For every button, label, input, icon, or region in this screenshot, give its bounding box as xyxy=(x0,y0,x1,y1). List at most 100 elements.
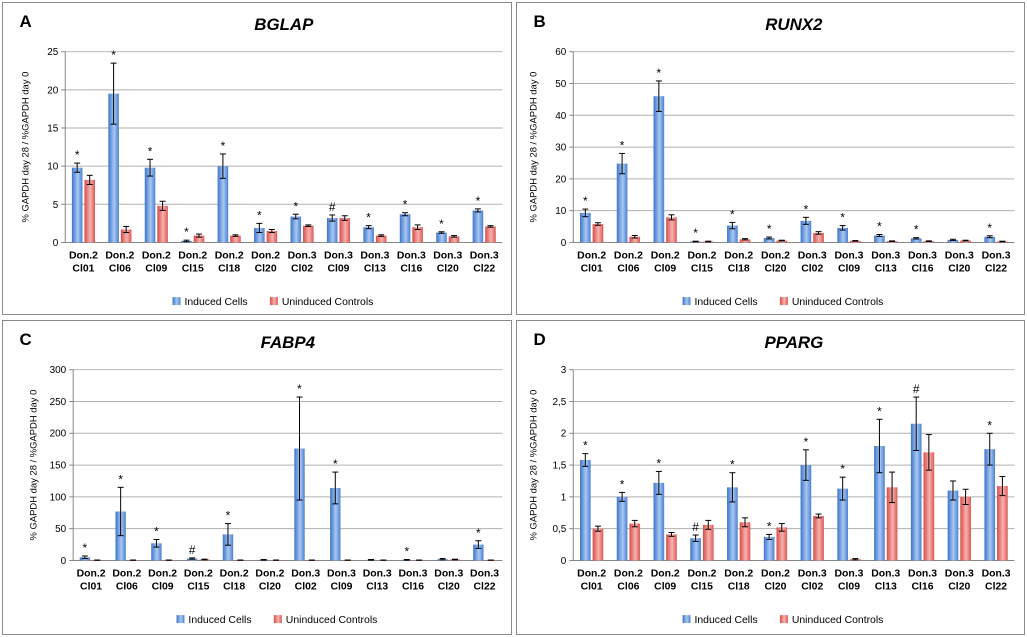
category-label: Don.2 xyxy=(77,568,106,579)
y-tick-label: 300 xyxy=(50,365,67,376)
y-tick-label: 0 xyxy=(561,556,567,567)
category-label: Cl06 xyxy=(617,581,639,592)
y-tick-label: 30 xyxy=(555,143,567,154)
induced-bar xyxy=(108,93,119,243)
legend-label-uninduced: Uninduced Controls xyxy=(286,615,378,626)
category-label: Don.2 xyxy=(251,250,280,261)
category-label: Cl15 xyxy=(182,263,204,274)
category-label: Cl18 xyxy=(728,581,750,592)
uninduced-bar xyxy=(776,240,788,243)
significance-marker: * xyxy=(111,48,116,62)
significance-marker: * xyxy=(226,509,231,523)
chart-c: C FABP4 % GAPDH day 28 / %GAPDH day 0 0 50 10… xyxy=(20,330,503,626)
legend-swatch-induced xyxy=(682,297,691,306)
category-label: Don.2 xyxy=(142,250,171,261)
significance-marker: * xyxy=(154,525,159,539)
significance-marker: * xyxy=(83,541,88,555)
significance-marker: * xyxy=(366,211,371,225)
induced-bar xyxy=(294,448,305,561)
category-label: Don.3 xyxy=(291,568,320,579)
y-tick-label: 0,5 xyxy=(553,524,567,535)
y-tick-label: 0 xyxy=(61,556,67,567)
induced-bar xyxy=(71,167,83,243)
panel-letter: C xyxy=(20,330,32,349)
category-label: Cl06 xyxy=(617,263,639,274)
significance-marker: * xyxy=(293,199,298,213)
significance-marker: * xyxy=(476,194,481,208)
y-axis-label: % GAPDH day 28 / %GAPDH day 0 xyxy=(27,390,38,541)
category-label: Don.3 xyxy=(982,250,1011,261)
induced-bar xyxy=(399,214,411,243)
category-label: Don.2 xyxy=(687,568,716,579)
induced-bar xyxy=(910,238,922,243)
legend-label-uninduced: Uninduced Controls xyxy=(792,297,884,308)
y-tick-label: 150 xyxy=(50,461,67,472)
category-label: Cl02 xyxy=(291,263,313,274)
induced-bar xyxy=(763,536,775,561)
significance-marker: # xyxy=(692,520,699,534)
uninduced-bar xyxy=(997,486,1008,561)
uninduced-bar xyxy=(120,229,132,243)
significance-marker: * xyxy=(877,404,882,418)
y-tick-label: 100 xyxy=(50,492,67,503)
category-label: Cl22 xyxy=(985,263,1007,274)
category-label: Don.2 xyxy=(761,568,790,579)
induced-bar xyxy=(947,239,959,243)
category-label: Cl20 xyxy=(259,581,281,592)
category-label: Cl01 xyxy=(80,581,102,592)
legend-swatch-induced xyxy=(176,615,185,624)
category-label: Don.3 xyxy=(434,568,463,579)
induced-bar xyxy=(800,220,812,243)
chart-d: D PPARG % GAPDH day 28 / %GAPDH day 0 0 0,5 1… xyxy=(527,330,1015,626)
significance-marker: * xyxy=(693,226,698,240)
y-tick-label: 5 xyxy=(53,200,59,211)
uninduced-bar xyxy=(960,496,971,561)
significance-marker: * xyxy=(583,439,588,453)
category-label: Don.3 xyxy=(363,568,392,579)
uninduced-bar xyxy=(303,225,314,243)
category-label: Don.3 xyxy=(470,568,499,579)
category-label: Don.2 xyxy=(724,250,753,261)
uninduced-bar xyxy=(776,527,788,561)
significance-marker: * xyxy=(620,477,625,491)
significance-marker: * xyxy=(877,220,882,234)
category-label: Don.3 xyxy=(433,250,462,261)
category-label: Cl15 xyxy=(691,581,713,592)
uninduced-bar xyxy=(592,528,604,561)
induced-bar xyxy=(984,236,996,243)
category-label: Don.3 xyxy=(908,250,937,261)
significance-marker: * xyxy=(405,545,410,559)
category-label: Don.3 xyxy=(835,250,864,261)
uninduced-bar xyxy=(629,523,641,561)
significance-marker: * xyxy=(657,456,662,470)
significance-marker: * xyxy=(767,222,772,236)
uninduced-bar xyxy=(666,217,677,243)
panel-letter: D xyxy=(534,330,546,349)
category-label: Cl18 xyxy=(223,581,245,592)
uninduced-bar xyxy=(702,524,714,561)
category-label: Don.2 xyxy=(112,568,141,579)
induced-bar xyxy=(473,544,484,561)
category-label: Cl09 xyxy=(145,263,167,274)
legend-label-induced: Induced Cells xyxy=(694,615,757,626)
y-tick-label: 40 xyxy=(555,111,567,122)
panel-a: A BGLAP % GAPDH day 28 / %GAPDH day 0 0 5 10 1… xyxy=(2,2,512,315)
category-label: Don.2 xyxy=(220,568,249,579)
induced-bar xyxy=(254,227,265,243)
chart-title: FABP4 xyxy=(261,333,316,352)
category-label: Cl09 xyxy=(654,263,676,274)
legend-swatch-uninduced xyxy=(273,615,282,624)
category-label: Don.2 xyxy=(724,568,753,579)
category-label: Don.2 xyxy=(148,568,177,579)
significance-marker: * xyxy=(987,418,992,432)
category-label: Cl13 xyxy=(875,263,897,274)
category-label: Don.3 xyxy=(871,250,900,261)
significance-marker: * xyxy=(297,382,302,396)
category-label: Don.2 xyxy=(184,568,213,579)
induced-bar xyxy=(579,212,591,243)
category-label: Don.3 xyxy=(798,568,827,579)
induced-bar xyxy=(653,482,665,561)
category-label: Cl15 xyxy=(187,581,209,592)
induced-bar xyxy=(326,218,338,243)
y-tick-label: 10 xyxy=(555,206,567,217)
